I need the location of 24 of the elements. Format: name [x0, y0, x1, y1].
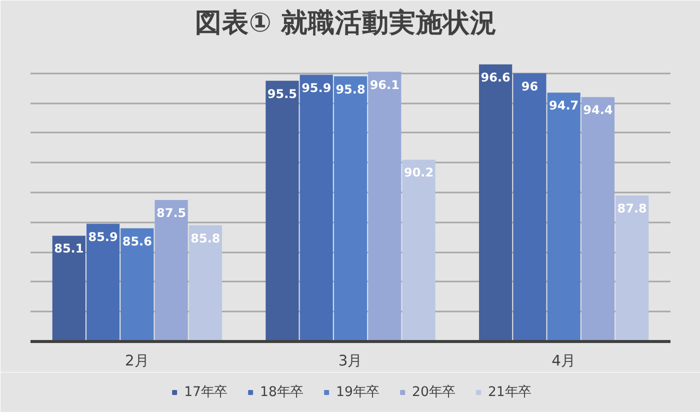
data-label: 95.9: [302, 80, 332, 95]
data-label: 95.8: [336, 82, 366, 96]
data-label: 94.4: [583, 103, 613, 118]
legend-label: 17年卒: [184, 384, 228, 401]
data-label: 96.1: [370, 78, 400, 92]
data-label: 85.6: [122, 234, 152, 248]
legend-label: 19年卒: [336, 384, 379, 401]
data-label: 96: [521, 79, 538, 94]
x-tick-label: 4月: [552, 352, 576, 370]
data-label: 95.5: [267, 86, 298, 101]
data-label: 90.2: [404, 166, 434, 180]
legend-label: 21年卒: [488, 384, 531, 401]
legend-label: 18年卒: [260, 384, 304, 401]
x-tick-label: 2月: [125, 352, 150, 370]
x-tick-label: 3月: [338, 352, 363, 370]
chart-title: 図表① 就職活動実施状況: [194, 8, 497, 38]
data-label: 85.9: [88, 230, 118, 244]
data-label: 94.7: [549, 98, 579, 113]
data-label: 85.1: [54, 242, 84, 256]
data-label: 87.8: [617, 201, 647, 216]
data-label: 85.8: [190, 231, 220, 246]
data-label: 87.5: [156, 206, 186, 220]
legend-label: 20年卒: [412, 384, 455, 401]
data-label: 96.6: [480, 70, 510, 84]
